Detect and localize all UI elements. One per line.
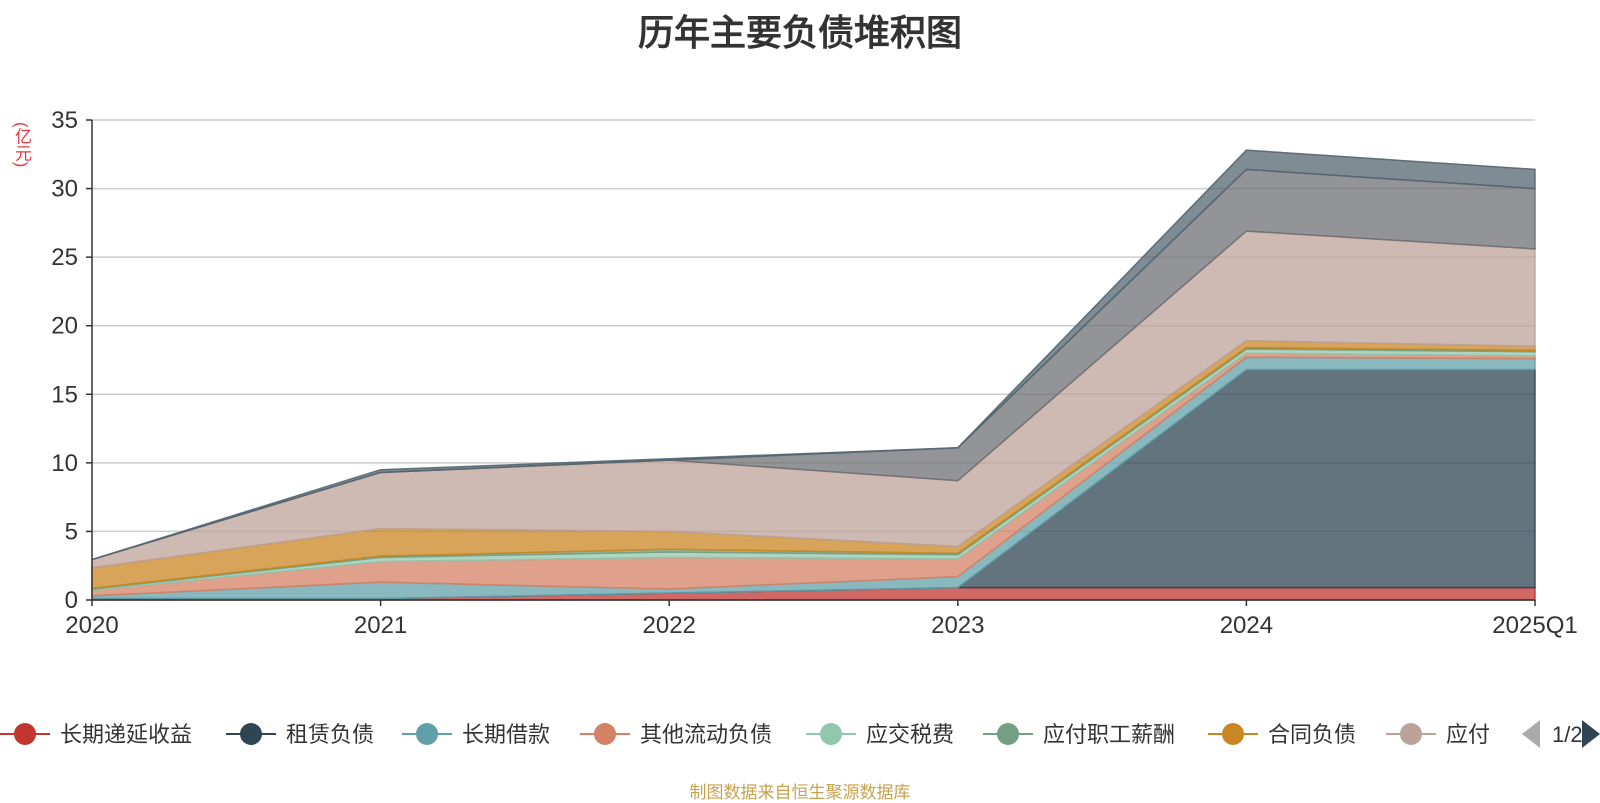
legend-label: 长期借款 [462, 722, 550, 747]
legend-marker [594, 723, 616, 745]
legend-item[interactable]: 租赁负债 [226, 722, 374, 747]
legend-label: 应付职工薪酬 [1043, 722, 1175, 747]
y-tick-label: 15 [51, 381, 78, 408]
legend-pager: 1/2 [1522, 720, 1600, 748]
x-tick-label: 2021 [354, 612, 407, 639]
chart-title: 历年主要负债堆积图 [637, 12, 962, 53]
legend-marker [997, 723, 1019, 745]
axes: 0 5 10 15 20 25 30 35 2020 2021 2022 2023 2024 2025Q1 [51, 107, 1577, 639]
legend-marker [416, 723, 438, 745]
y-tick-label: 10 [51, 450, 78, 477]
y-tick-label: 0 [65, 587, 78, 614]
legend-marker [820, 723, 842, 745]
legend-marker [240, 723, 262, 745]
legend-item[interactable]: 其他流动负债 [580, 722, 772, 747]
y-tick-label: 35 [51, 107, 78, 134]
legend-label: 长期递延收益 [60, 722, 192, 747]
legend-item[interactable]: 长期借款 [402, 722, 550, 747]
legend-label: 其他流动负债 [640, 722, 772, 747]
legend-marker [1222, 723, 1244, 745]
area-unlabeled-10 [91, 149, 1536, 561]
legend-label: 应交税费 [866, 722, 954, 747]
y-tick-label: 30 [51, 176, 78, 203]
y-tick-label: 25 [51, 244, 78, 271]
legend-label: 合同负债 [1268, 722, 1356, 747]
legend-label: 应付 [1446, 722, 1490, 747]
x-tick-label: 2022 [643, 612, 696, 639]
legend-item[interactable]: 长期递延收益 [0, 722, 192, 747]
pager-next-icon[interactable] [1582, 720, 1600, 748]
pager-prev-icon[interactable] [1522, 720, 1540, 748]
legend-item[interactable]: 应交税费 [806, 722, 954, 747]
legend-item[interactable]: 合同负债 [1208, 722, 1356, 747]
legend-label: 租赁负债 [286, 722, 374, 747]
source-note: 制图数据来自恒生聚源数据库 [689, 783, 911, 802]
x-tick-label: 2020 [65, 612, 118, 639]
x-tick-label: 2025Q1 [1492, 612, 1577, 639]
pager-text: 1/2 [1552, 722, 1583, 747]
x-tick-label: 2024 [1220, 612, 1273, 639]
area-series-layer [91, 149, 1536, 601]
legend-marker [14, 723, 36, 745]
y-tick-label: 20 [51, 313, 78, 340]
legend-item[interactable]: 应付 [1386, 722, 1490, 747]
y-tick-label: 5 [65, 518, 78, 545]
x-tick-label: 2023 [931, 612, 984, 639]
y-axis-unit-label: (亿元) [12, 122, 31, 168]
legend-item[interactable]: 应付职工薪酬 [983, 722, 1175, 747]
legend-marker [1400, 723, 1422, 745]
legend: 长期递延收益 租赁负债 长期借款 其他流动负债 应交税费 应付职工薪酬 合同负债 应付 [0, 722, 1490, 747]
